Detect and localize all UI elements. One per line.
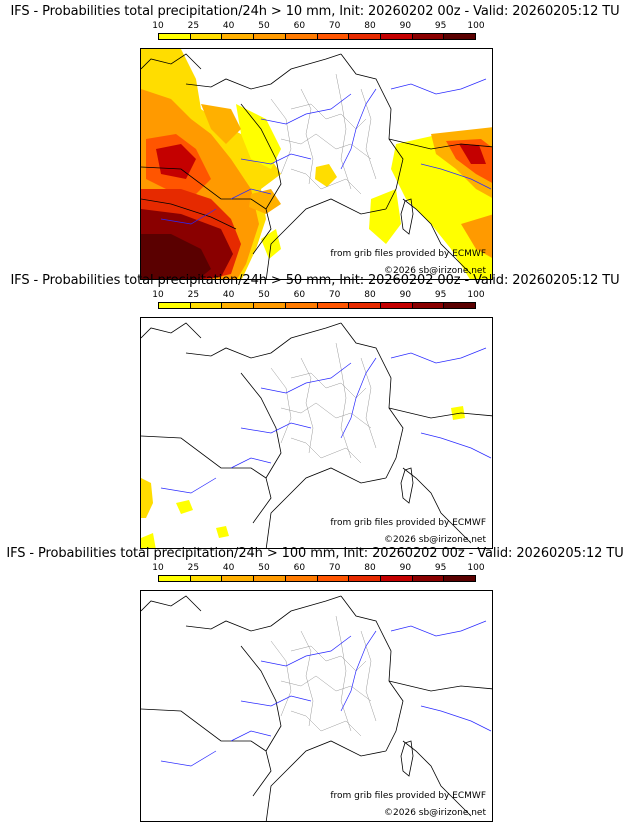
legend-swatch xyxy=(190,576,223,581)
panel-title: IFS - Probabilities total precipitation/… xyxy=(6,546,624,561)
borders xyxy=(141,595,492,821)
legend-tick-label: 40 xyxy=(222,21,235,31)
legend-swatch xyxy=(159,303,191,308)
legend-tick-label: 80 xyxy=(364,21,376,31)
legend-swatch xyxy=(190,303,223,308)
legend-swatch xyxy=(159,576,191,581)
legend-swatch xyxy=(317,576,350,581)
legend-tick-label: 90 xyxy=(399,563,412,573)
legend-swatch xyxy=(349,34,381,39)
precip-map: from grib files provided by ECMWF ©2026 … xyxy=(140,590,493,822)
legend-swatch xyxy=(349,576,381,581)
precip-field xyxy=(141,406,465,548)
legend-ticks: 10 25 40 50 60 70 80 90 95 100 xyxy=(152,21,484,31)
legend-swatch xyxy=(159,34,191,39)
legend-tick-label: 95 xyxy=(434,21,447,31)
legend-tick-label: 40 xyxy=(222,563,235,573)
rivers xyxy=(160,78,492,225)
copyright: ©2026 sb@irizone.net xyxy=(384,808,486,818)
legend-tick-label: 70 xyxy=(328,563,341,573)
legend-ticks: 10 25 40 50 60 70 80 90 95 100 xyxy=(152,563,484,573)
legend-swatch xyxy=(285,576,318,581)
legend-swatch xyxy=(444,303,476,308)
legend-swatch xyxy=(380,34,413,39)
regions xyxy=(270,73,377,195)
precip-map: from grib files provided by ECMWF ©2026 … xyxy=(140,48,493,280)
panel-title: IFS - Probabilities total precipitation/… xyxy=(10,4,620,19)
copyright: ©2026 sb@irizone.net xyxy=(384,266,486,276)
legend-swatch xyxy=(222,576,255,581)
legend-tick-label: 25 xyxy=(187,563,200,573)
legend-swatch xyxy=(254,303,286,308)
data-credit: from grib files provided by ECMWF xyxy=(330,791,486,801)
legend-tick-label: 80 xyxy=(364,563,376,573)
regions xyxy=(270,342,377,464)
legend-swatch xyxy=(380,303,413,308)
legend-tick-label: 100 xyxy=(467,21,485,31)
legend-ticks: 10 25 40 50 60 70 80 90 95 100 xyxy=(152,290,484,300)
legend-tick-label: 25 xyxy=(187,21,200,31)
corsica xyxy=(400,740,414,777)
legend-tick-label: 95 xyxy=(434,290,447,300)
legend-swatch xyxy=(222,303,255,308)
legend-tick-label: 50 xyxy=(258,563,270,573)
legend-swatch xyxy=(444,34,476,39)
legend-swatch xyxy=(349,303,381,308)
data-credit: from grib files provided by ECMWF xyxy=(330,518,486,528)
legend-tick-label: 90 xyxy=(399,290,412,300)
legend-swatch xyxy=(412,303,445,308)
legend-tick-label: 60 xyxy=(293,290,306,300)
legend-swatch xyxy=(222,34,255,39)
legend-tick-label: 10 xyxy=(152,563,164,573)
copyright: ©2026 sb@irizone.net xyxy=(384,535,486,545)
legend-swatch xyxy=(380,576,413,581)
legend-swatch xyxy=(444,576,476,581)
color-legend xyxy=(158,33,476,40)
legend-tick-label: 50 xyxy=(258,21,270,31)
precip-map: from grib files provided by ECMWF ©2026 … xyxy=(140,317,493,549)
legend-tick-label: 10 xyxy=(152,21,164,31)
borders xyxy=(141,322,492,548)
legend-swatch xyxy=(285,34,318,39)
legend-swatch xyxy=(190,34,223,39)
precip-field xyxy=(141,49,492,279)
map-panel-100mm: IFS - Probabilities total precipitation/… xyxy=(0,546,630,822)
legend-tick-label: 100 xyxy=(467,563,485,573)
legend-tick-label: 90 xyxy=(399,21,412,31)
rivers xyxy=(160,620,492,767)
legend-tick-label: 25 xyxy=(187,290,200,300)
legend-swatch xyxy=(285,303,318,308)
legend-swatch xyxy=(317,303,350,308)
rivers xyxy=(160,347,492,494)
legend-tick-label: 10 xyxy=(152,290,164,300)
map-panel-50mm: IFS - Probabilities total precipitation/… xyxy=(0,273,630,549)
color-legend xyxy=(158,575,476,582)
legend-tick-label: 70 xyxy=(328,290,341,300)
legend-tick-label: 60 xyxy=(293,21,306,31)
legend-tick-label: 60 xyxy=(293,563,306,573)
color-legend xyxy=(158,302,476,309)
panel-title: IFS - Probabilities total precipitation/… xyxy=(10,273,620,288)
legend-swatch xyxy=(254,34,286,39)
regions xyxy=(270,615,377,737)
data-credit: from grib files provided by ECMWF xyxy=(330,249,486,259)
map-panel-10mm: IFS - Probabilities total precipitation/… xyxy=(0,4,630,280)
legend-swatch xyxy=(412,576,445,581)
corsica xyxy=(400,467,414,504)
legend-tick-label: 100 xyxy=(467,290,485,300)
legend-swatch xyxy=(412,34,445,39)
legend-swatch xyxy=(317,34,350,39)
legend-tick-label: 40 xyxy=(222,290,235,300)
legend-tick-label: 50 xyxy=(258,290,270,300)
legend-swatch xyxy=(254,576,286,581)
legend-tick-label: 80 xyxy=(364,290,376,300)
legend-tick-label: 95 xyxy=(434,563,447,573)
corsica xyxy=(400,198,414,235)
legend-tick-label: 70 xyxy=(328,21,341,31)
borders xyxy=(141,53,492,279)
